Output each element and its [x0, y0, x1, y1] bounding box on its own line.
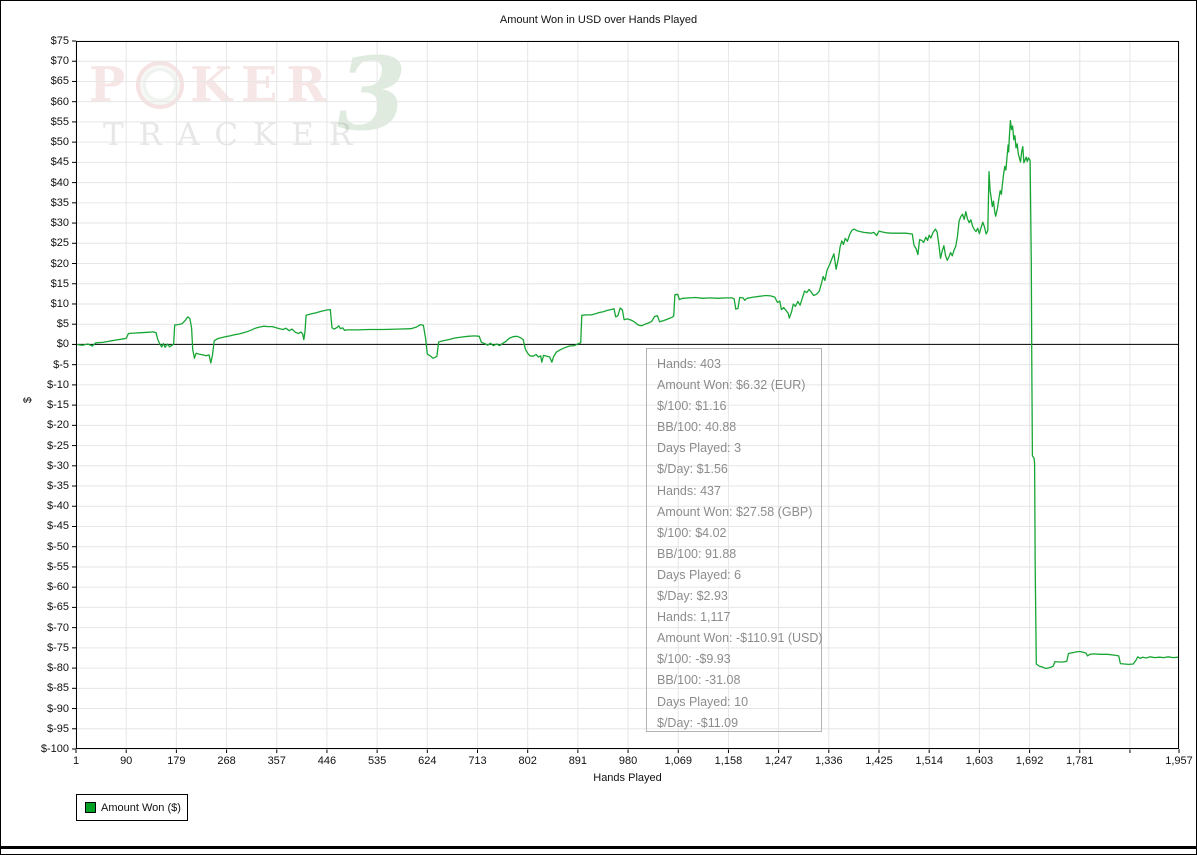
y-tick-label: $75 — [50, 35, 69, 47]
x-tick-label: 535 — [367, 755, 387, 767]
y-tick-label: $10 — [50, 297, 69, 310]
y-tick-label: $-65 — [46, 601, 69, 614]
y-tick-label: $-80 — [46, 662, 69, 675]
tooltip-line: $/Day: -$11.09 — [657, 715, 739, 730]
x-tick-label: 1,603 — [965, 755, 994, 767]
y-tick-label: $-30 — [46, 459, 69, 472]
tooltip-line: Days Played: 6 — [657, 567, 742, 582]
x-tick-label: 1,425 — [865, 755, 893, 767]
y-tick-label: $55 — [50, 115, 69, 128]
amount-won-line[interactable] — [75, 120, 1180, 670]
y-tick-label: $50 — [50, 136, 69, 149]
y-tick-label: $40 — [50, 176, 69, 189]
y-tick-label: $-5 — [53, 358, 69, 371]
x-tick-label: 802 — [518, 755, 537, 767]
tooltip-line: Days Played: 3 — [657, 441, 742, 456]
legend: Amount Won ($) — [76, 794, 188, 821]
tooltip: Hands: 403 Amount Won: $6.32 (EUR) $/100: … — [646, 348, 823, 732]
tooltip-line: Amount Won: $27.58 (GBP) — [657, 504, 813, 519]
legend-swatch-icon — [85, 802, 96, 813]
y-tick-label: $-20 — [46, 419, 69, 432]
legend-label: Amount Won ($) — [101, 801, 181, 814]
tooltip-line: Hands: 1,117 — [657, 610, 731, 625]
x-tick-label: 1 — [72, 755, 80, 767]
y-tick-label: $-85 — [46, 682, 69, 695]
tooltip-line: $/Day: $2.93 — [657, 589, 728, 604]
x-tick-label: 1,069 — [664, 755, 693, 767]
y-tick-label: $70 — [50, 55, 69, 68]
y-tick-label: $20 — [50, 257, 69, 270]
y-tick-label: $45 — [50, 156, 69, 169]
x-tick-label: 1,247 — [764, 755, 793, 767]
y-tick-label: $-95 — [46, 722, 69, 735]
y-tick-label: $-55 — [46, 560, 69, 573]
x-tick-label: 1,336 — [815, 755, 843, 767]
x-tick-label: 1,514 — [915, 755, 943, 767]
y-tick-label: $65 — [50, 75, 69, 88]
x-tick-label: 891 — [568, 755, 588, 767]
tooltip-line: $/100: -$9.93 — [657, 652, 731, 667]
y-tick-label: $-35 — [46, 480, 69, 493]
x-tick-label: 1,957 — [1165, 755, 1193, 767]
y-tick-label: $30 — [50, 217, 69, 230]
plot-border — [76, 41, 1179, 749]
tooltip-line: $/Day: $1.56 — [657, 462, 728, 477]
y-tick-label: $-15 — [46, 399, 69, 412]
y-tick-label: $25 — [50, 237, 69, 250]
x-tick-label: 980 — [618, 755, 638, 767]
y-tick-label: $-60 — [46, 581, 69, 594]
tooltip-line: BB/100: 40.88 — [657, 420, 737, 435]
tooltip-line: Hands: 403 — [657, 357, 721, 371]
tooltip-line: $/100: $4.02 — [657, 525, 727, 540]
x-tick-label: 624 — [418, 755, 437, 767]
x-tick-label: 90 — [120, 755, 133, 767]
tooltip-line: Amount Won: $6.32 (EUR) — [657, 378, 806, 393]
y-tick-label: $-10 — [46, 378, 69, 391]
x-tick-label: 1,781 — [1065, 755, 1094, 767]
window-bottom-border — [1, 846, 1196, 849]
y-tick-label: $15 — [50, 277, 69, 290]
tooltip-line: BB/100: -31.08 — [657, 673, 741, 688]
y-tick-label: $-100 — [40, 743, 69, 755]
x-tick-label: 179 — [167, 755, 186, 767]
x-axis-title: Hands Played — [593, 772, 662, 784]
x-tick-label: 713 — [468, 755, 487, 767]
tooltip-line: Amount Won: -$110.91 (USD) — [657, 631, 823, 646]
y-tick-label: $-70 — [46, 621, 69, 634]
x-tick-label: 1,692 — [1015, 755, 1044, 767]
y-tick-label: $60 — [50, 95, 69, 108]
y-tick-label: $-45 — [46, 520, 69, 533]
tooltip-line: Days Played: 10 — [657, 694, 749, 709]
x-tick-label: 1,158 — [714, 755, 743, 767]
y-tick-label: $-25 — [46, 439, 69, 452]
tooltip-line: BB/100: 91.88 — [657, 546, 737, 561]
y-tick-label: $-40 — [46, 500, 69, 513]
chart-title: Amount Won in USD over Hands Played — [499, 14, 698, 26]
y-tick-label: $5 — [56, 318, 69, 331]
y-tick-label: $35 — [50, 196, 69, 209]
tooltip-line: $/100: $1.16 — [657, 399, 727, 414]
x-tick-label: 446 — [317, 755, 337, 767]
y-tick-label: $-50 — [46, 540, 69, 553]
x-tick-label: 357 — [267, 755, 286, 767]
tooltip-line: Hands: 437 — [657, 483, 721, 498]
y-tick-label: $-75 — [46, 641, 69, 654]
plot-area[interactable] — [72, 40, 1180, 753]
y-tick-label: $0 — [56, 338, 69, 351]
x-tick-label: 268 — [217, 755, 236, 767]
y-tick-label: $-90 — [46, 702, 69, 715]
